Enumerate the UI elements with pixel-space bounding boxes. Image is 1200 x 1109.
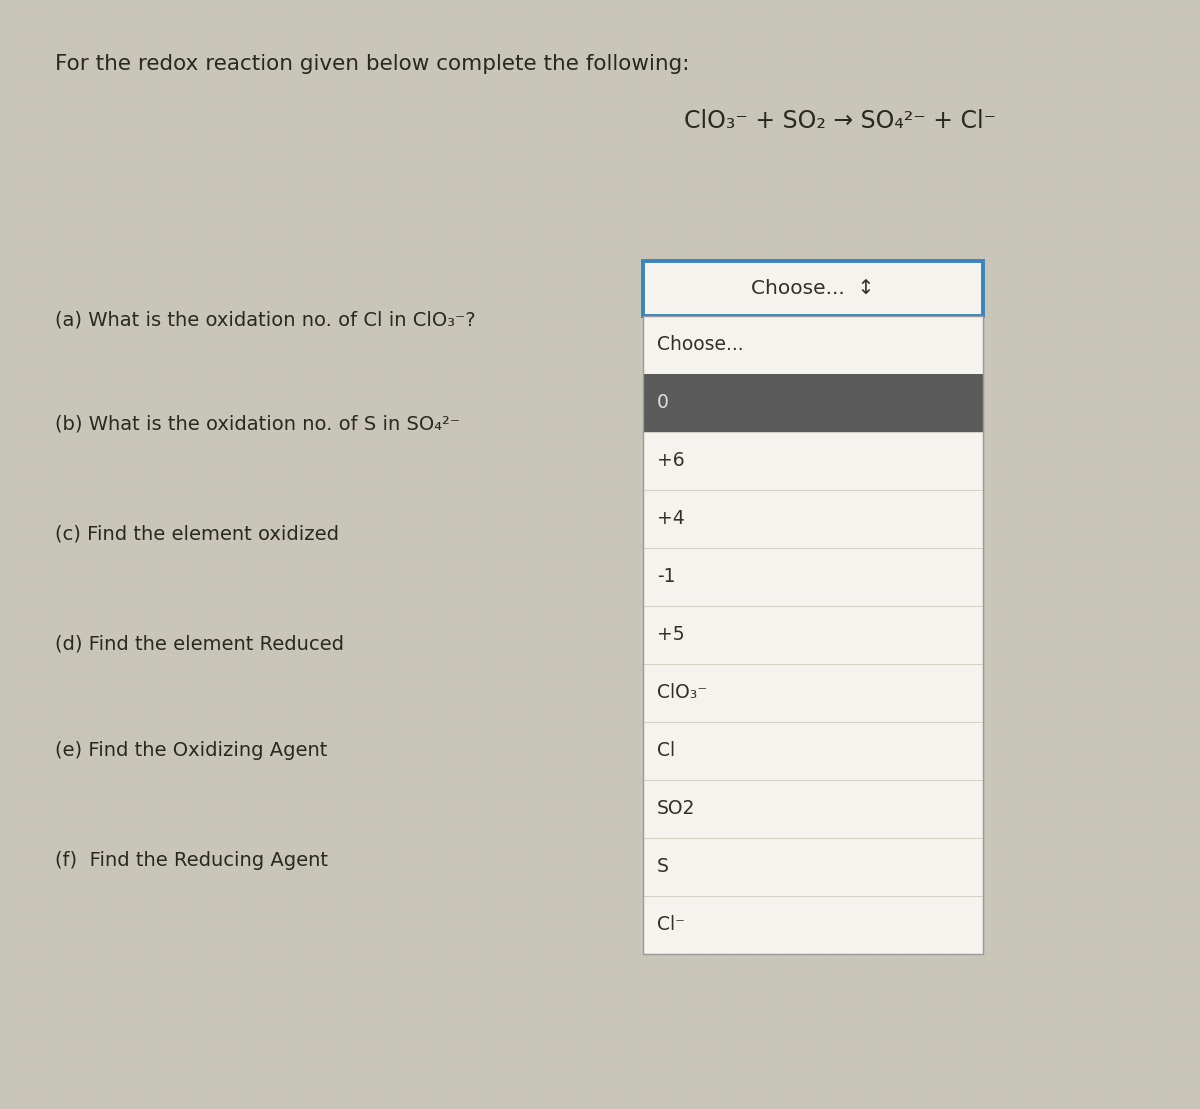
Text: (d) Find the element Reduced: (d) Find the element Reduced [55,634,344,653]
FancyBboxPatch shape [643,664,983,722]
Text: For the redox reaction given below complete the following:: For the redox reaction given below compl… [55,54,690,74]
FancyBboxPatch shape [643,722,983,780]
Text: +6: +6 [658,451,685,470]
FancyBboxPatch shape [643,548,983,606]
Text: (b) What is the oxidation no. of S in SO₄²⁻: (b) What is the oxidation no. of S in SO… [55,414,460,433]
Text: Cl⁻: Cl⁻ [658,916,685,935]
FancyBboxPatch shape [643,896,983,954]
FancyBboxPatch shape [643,261,983,316]
FancyBboxPatch shape [643,490,983,548]
Text: Choose...: Choose... [658,336,744,355]
Text: (e) Find the Oxidizing Agent: (e) Find the Oxidizing Agent [55,741,328,760]
Text: (c) Find the element oxidized: (c) Find the element oxidized [55,523,340,543]
Text: -1: -1 [658,568,676,587]
FancyBboxPatch shape [643,316,983,374]
FancyBboxPatch shape [643,780,983,838]
Text: 0: 0 [658,394,668,413]
Text: (a) What is the oxidation no. of Cl in ClO₃⁻?: (a) What is the oxidation no. of Cl in C… [55,311,475,329]
Text: (f)  Find the Reducing Agent: (f) Find the Reducing Agent [55,851,328,869]
FancyBboxPatch shape [643,606,983,664]
Text: +5: +5 [658,625,685,644]
Text: ClO₃⁻ + SO₂ → SO₄²⁻ + Cl⁻: ClO₃⁻ + SO₂ → SO₄²⁻ + Cl⁻ [684,109,996,133]
Text: Cl: Cl [658,742,676,761]
Text: Choose...  ↕: Choose... ↕ [751,279,875,298]
Text: S: S [658,857,668,876]
Text: ClO₃⁻: ClO₃⁻ [658,683,707,702]
FancyBboxPatch shape [643,838,983,896]
FancyBboxPatch shape [643,374,983,433]
Text: +4: +4 [658,509,685,529]
Text: SO2: SO2 [658,800,695,818]
FancyBboxPatch shape [643,433,983,490]
